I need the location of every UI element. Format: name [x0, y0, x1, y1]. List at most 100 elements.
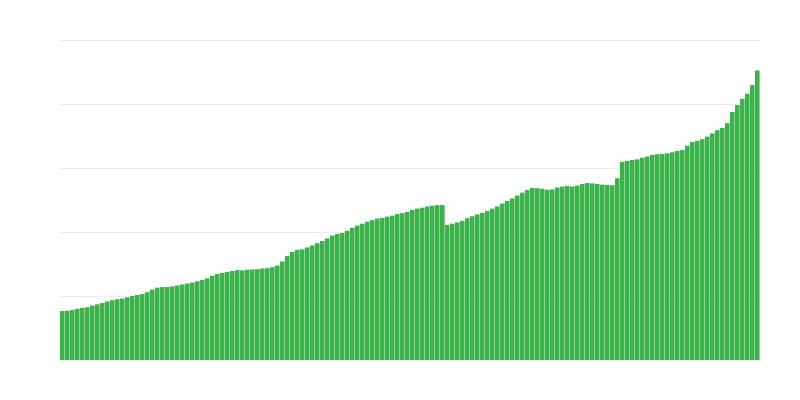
bar	[720, 128, 725, 360]
bar	[495, 206, 500, 360]
bar	[645, 156, 650, 360]
bar	[600, 184, 605, 360]
bar	[85, 307, 90, 360]
bar	[65, 310, 70, 360]
bar	[380, 217, 385, 360]
bar	[430, 205, 435, 360]
bar	[70, 310, 75, 360]
bar	[315, 243, 320, 360]
bar	[235, 270, 240, 360]
bar	[750, 85, 755, 361]
bar	[125, 297, 130, 360]
bar	[445, 224, 450, 360]
bar	[485, 210, 490, 360]
bar	[345, 230, 350, 360]
bar	[120, 298, 125, 360]
bar	[715, 130, 720, 360]
bar	[575, 185, 580, 360]
bar	[285, 256, 290, 360]
bar	[540, 188, 545, 360]
bar	[550, 189, 555, 360]
bar	[675, 151, 680, 360]
bar	[425, 206, 430, 360]
bar	[665, 153, 670, 360]
bar	[610, 185, 615, 360]
bar	[340, 232, 345, 360]
bar	[415, 208, 420, 360]
bar	[185, 283, 190, 360]
bar	[295, 249, 300, 360]
bar	[260, 268, 265, 360]
bar	[215, 273, 220, 360]
bar	[595, 184, 600, 360]
bar	[195, 281, 200, 360]
bar	[530, 187, 535, 360]
bar	[710, 133, 715, 360]
bar	[245, 269, 250, 360]
bar	[435, 205, 440, 360]
bar	[110, 300, 115, 360]
bar	[655, 154, 660, 360]
bar	[565, 185, 570, 360]
bar	[60, 311, 65, 360]
bar	[680, 150, 685, 360]
bar	[80, 307, 85, 360]
bar	[355, 225, 360, 360]
bar	[460, 220, 465, 360]
bar	[630, 160, 635, 360]
bar	[225, 272, 230, 360]
bar	[615, 178, 620, 360]
bar	[620, 161, 625, 360]
bar	[640, 157, 645, 360]
bar	[330, 235, 335, 360]
bar	[190, 282, 195, 360]
bar	[555, 187, 560, 360]
bar	[730, 112, 735, 360]
bar	[305, 247, 310, 360]
bar	[480, 212, 485, 360]
bar	[100, 303, 105, 360]
bar	[700, 139, 705, 360]
bar	[500, 203, 505, 360]
bar	[745, 93, 750, 360]
bar	[160, 287, 165, 360]
bar	[410, 209, 415, 360]
bar	[440, 205, 445, 360]
bar	[515, 195, 520, 360]
bar	[685, 145, 690, 360]
bar	[170, 286, 175, 360]
bar	[320, 240, 325, 360]
bar	[175, 285, 180, 360]
bar	[155, 287, 160, 360]
bar	[75, 308, 80, 360]
bar	[90, 305, 95, 360]
bar	[135, 295, 140, 360]
bar	[390, 215, 395, 360]
bar	[240, 270, 245, 360]
bar	[625, 160, 630, 360]
bar	[735, 104, 740, 361]
bar	[525, 190, 530, 360]
bar	[450, 223, 455, 360]
bar	[385, 216, 390, 360]
bar	[475, 214, 480, 360]
bar	[470, 216, 475, 360]
bar	[725, 123, 730, 360]
bar	[505, 200, 510, 360]
bar	[395, 214, 400, 360]
bar	[230, 271, 235, 360]
bar	[310, 245, 315, 360]
bar	[455, 222, 460, 360]
bar	[740, 98, 745, 360]
bar	[140, 294, 145, 360]
bar	[205, 278, 210, 360]
bar	[280, 261, 285, 360]
bar	[580, 184, 585, 360]
bar	[670, 152, 675, 360]
bar	[535, 188, 540, 360]
bar	[400, 213, 405, 360]
bar	[570, 186, 575, 360]
bar	[590, 183, 595, 360]
